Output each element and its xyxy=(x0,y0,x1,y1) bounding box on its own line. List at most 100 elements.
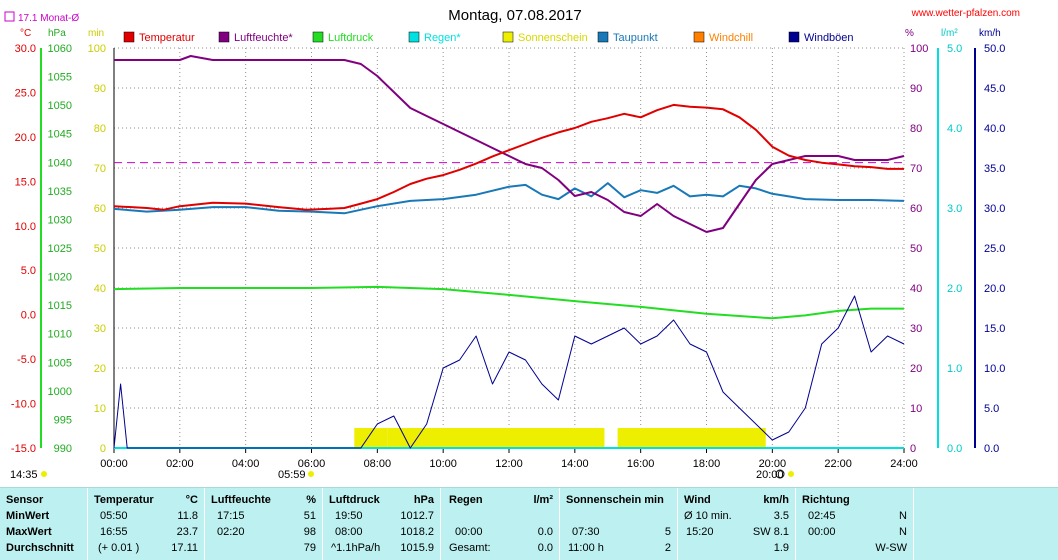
x-tick-label: 24:00 xyxy=(890,458,918,470)
rain-max-time: 00:00 xyxy=(455,526,483,538)
y-tick-wind: 40.0 xyxy=(984,123,1005,135)
temp-min-time: 05:50 xyxy=(100,510,128,522)
stats-unit-temperatur: °C xyxy=(185,494,198,506)
dir-avg: W-SW xyxy=(875,542,907,554)
unit-rain: l/m² xyxy=(941,28,958,39)
hum-avg: 79 xyxy=(303,542,316,554)
stats-header-sonnenschein: Sonnenschein min xyxy=(566,494,664,506)
legend-swatch-temperatur xyxy=(123,31,135,43)
y-tick-humidity: 30 xyxy=(910,323,922,335)
y-tick-wind: 20.0 xyxy=(984,283,1005,295)
unit-sun: min xyxy=(88,28,104,39)
sunrise-sun-icon xyxy=(308,471,314,477)
y-tick-temp: 30.0 xyxy=(15,43,36,55)
x-tick-label: 06:00 xyxy=(298,458,326,470)
weather-chart: 00:00 02:00 04:00 06:00 08:00 10:00 12:00 14:00… xyxy=(4,7,1020,481)
x-tick-label: 00:00 xyxy=(100,458,128,470)
axes: 00:00 02:00 04:00 06:00 08:00 10:00 12:00 14:00… xyxy=(11,43,1006,470)
y-tick-wind: 25.0 xyxy=(984,243,1005,255)
y-tick-wind: 10.0 xyxy=(984,363,1005,375)
stats-col-luftfeuchte: Luftfeuchte % 17:15 51 02:20 98 79 xyxy=(205,488,323,560)
stats-col-regen: Regen l/m² 00:00 0.0 Gesamt: 0.0 xyxy=(441,488,560,560)
stats-header-richtung: Richtung xyxy=(802,494,850,506)
legend-swatch-sonnenschein xyxy=(502,31,514,43)
stats-unit-wind: km/h xyxy=(763,494,789,506)
y-tick-pressure: 990 xyxy=(54,443,72,455)
series-line-luftdruck xyxy=(113,285,904,320)
wind-max-value: SW 8.1 xyxy=(752,526,789,538)
unit-humidity: % xyxy=(905,28,914,39)
statistics-table: Sensor MinWert MaxWert Durchschnitt Temp… xyxy=(0,487,1058,560)
stats-col-temperatur: Temperatur °C 05:50 11.8 16:55 23.7 (+ 0… xyxy=(88,488,205,560)
y-tick-pressure: 1010 xyxy=(48,329,72,341)
pressure-max-value: 1018.2 xyxy=(400,526,434,538)
hum-min-value: 51 xyxy=(303,510,316,522)
y-tick-pressure: 995 xyxy=(54,414,72,426)
stats-unit-regen: l/m² xyxy=(533,494,553,506)
y-tick-pressure: 1015 xyxy=(48,300,72,312)
stats-col-wind: Wind km/h Ø 10 min. 3.5 15:20 SW 8.1 1.9 xyxy=(678,488,796,560)
site-link[interactable]: www.wetter-pfalzen.com xyxy=(911,8,1020,19)
sunset-label: 20:00 xyxy=(756,469,784,481)
y-tick-humidity: 10 xyxy=(910,403,922,415)
y-tick-temp: 5.0 xyxy=(21,265,36,277)
legend-label-windchill: Windchill xyxy=(709,32,753,44)
series-line-temperatur xyxy=(113,103,904,211)
sunset-sun-icon xyxy=(788,471,794,477)
legend-label-regen: Regen* xyxy=(424,32,461,44)
rain-max-value: 0.0 xyxy=(537,526,553,538)
dir-min-time: 02:45 xyxy=(808,510,836,522)
unit-temp: °C xyxy=(20,28,31,39)
y-tick-temp: 0.0 xyxy=(21,310,36,322)
stats-header-wind: Wind xyxy=(684,494,711,506)
chart-legend: Temperatur Luftfeuchte* Luftdruck Regen* Son… xyxy=(123,31,854,44)
temp-avg: 17.11 xyxy=(171,542,198,554)
y-tick-humidity: 90 xyxy=(910,83,922,95)
pressure-max-time: 08:00 xyxy=(335,526,363,538)
series-line-taupunkt xyxy=(113,182,905,215)
y-tick-humidity: 0 xyxy=(910,443,916,455)
stats-unit-luftdruck: hPa xyxy=(413,494,434,506)
y-tick-pressure: 1050 xyxy=(48,100,72,112)
y-tick-pressure: 1040 xyxy=(48,157,72,169)
sun-total: 11:00 h xyxy=(568,542,604,554)
stats-col-sensor: Sensor MinWert MaxWert Durchschnitt xyxy=(0,488,88,560)
y-tick-wind: 30.0 xyxy=(984,203,1005,215)
stats-unit-luftfeuchte: % xyxy=(306,494,316,506)
stats-col-luftdruck: Luftdruck hPa 19:50 1012.7 08:00 1018.2 … xyxy=(323,488,441,560)
y-tick-humidity: 40 xyxy=(910,283,922,295)
y-tick-wind: 0.0 xyxy=(984,443,999,455)
y-tick-rain: 0.0 xyxy=(947,443,962,455)
legend-label-luftfeuchte: Luftfeuchte* xyxy=(234,32,293,44)
x-tick-label: 02:00 xyxy=(166,458,194,470)
legend-swatch-windchill xyxy=(693,31,705,43)
y-tick-temp: -5.0 xyxy=(17,354,36,366)
wind-avg: 1.9 xyxy=(773,542,789,554)
data-series xyxy=(113,55,905,449)
y-tick-pressure: 1030 xyxy=(48,214,72,226)
y-tick-pressure: 1005 xyxy=(48,357,72,369)
y-tick-humidity: 80 xyxy=(910,123,922,135)
wind-avg10-value: 3.5 xyxy=(773,510,789,522)
y-tick-wind: 35.0 xyxy=(984,163,1005,175)
stats-header-luftfeuchte: Luftfeuchte xyxy=(211,494,271,506)
y-tick-sun: 40 xyxy=(94,283,106,295)
legend-label-luftdruck: Luftdruck xyxy=(328,32,374,44)
unit-wind: km/h xyxy=(979,28,1001,39)
y-tick-temp: 20.0 xyxy=(15,132,36,144)
stats-col-richtung: Richtung 02:45 N 00:00 N W-SW xyxy=(796,488,914,560)
legend-label-temperatur: Temperatur xyxy=(139,32,195,44)
hum-max-time: 02:20 xyxy=(217,526,245,538)
y-tick-pressure: 1020 xyxy=(48,272,72,284)
y-tick-pressure: 1060 xyxy=(48,43,72,55)
y-tick-sun: 0 xyxy=(100,443,106,455)
pressure-trend: ^1.1hPa/h xyxy=(331,542,381,554)
sunrise-label: 05:59 xyxy=(278,469,306,481)
y-tick-wind: 45.0 xyxy=(984,83,1005,95)
y-tick-humidity: 20 xyxy=(910,363,922,375)
temp-max-value: 23.7 xyxy=(176,526,198,538)
y-tick-temp: -10.0 xyxy=(11,399,36,411)
rain-total-label: Gesamt: xyxy=(449,542,491,554)
x-tick-label: 14:00 xyxy=(561,458,589,470)
y-tick-pressure: 1025 xyxy=(48,243,72,255)
